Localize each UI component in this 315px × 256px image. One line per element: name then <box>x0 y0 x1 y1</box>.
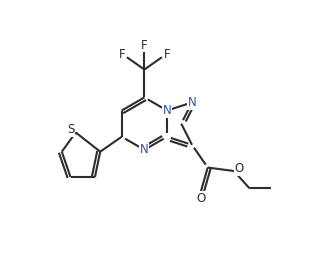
Text: N: N <box>140 143 149 156</box>
Text: F: F <box>118 48 125 61</box>
Text: F: F <box>164 48 170 61</box>
Text: O: O <box>196 191 205 205</box>
Text: S: S <box>67 123 74 136</box>
Text: O: O <box>235 162 244 175</box>
Text: N: N <box>163 104 171 117</box>
Text: N: N <box>188 96 196 109</box>
Text: F: F <box>141 39 148 51</box>
